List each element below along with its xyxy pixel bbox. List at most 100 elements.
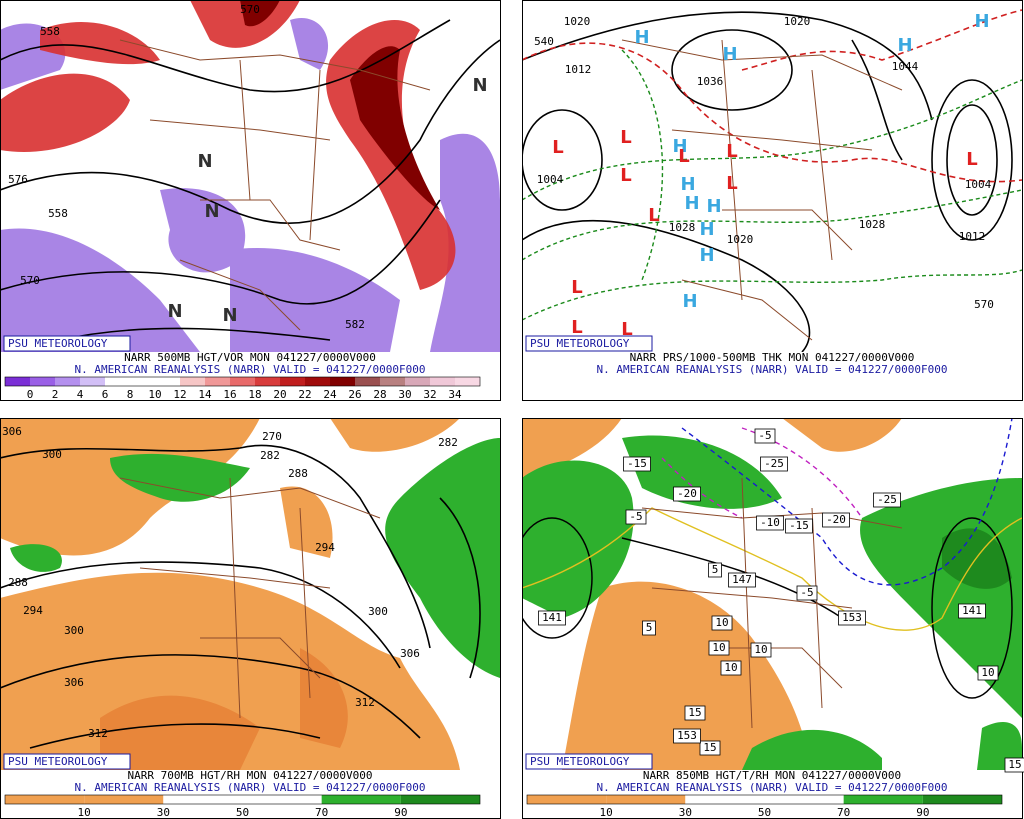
- contour-label: 141: [542, 611, 562, 624]
- panel-frame: [522, 0, 1023, 401]
- contour-label: 288: [8, 576, 28, 589]
- label-box: [838, 610, 866, 626]
- contour-label: 558: [40, 25, 60, 38]
- contour-label: 10: [712, 641, 725, 654]
- legend-swatch: [843, 795, 923, 804]
- pressure-center: L: [552, 137, 563, 158]
- legend-tick: 50: [758, 806, 771, 819]
- pressure-center: H: [684, 193, 699, 214]
- label-box: [711, 615, 733, 631]
- legend-swatch: [205, 377, 230, 386]
- pressure-center: N: [197, 151, 212, 172]
- contour-label: 10: [715, 616, 728, 629]
- legend-tick: 14: [198, 388, 212, 401]
- contour-label: 153: [677, 729, 697, 742]
- caption-line-1: NARR 500MB HGT/VOR MON 041227/0000V000: [124, 351, 376, 364]
- caption-line-2: N. AMERICAN REANALYSIS (NARR) VALID = 04…: [75, 363, 426, 376]
- contour-label: 282: [260, 449, 280, 462]
- legend-tick: 28: [373, 388, 386, 401]
- contour-label: 141: [962, 604, 982, 617]
- badge-box: [525, 753, 653, 770]
- contour-label: 15: [703, 741, 716, 754]
- legend-tick: 4: [77, 388, 84, 401]
- contour-label: 10: [724, 661, 737, 674]
- legend-swatch: [380, 377, 405, 386]
- label-box: [699, 740, 721, 756]
- label-box: [673, 486, 701, 502]
- humidity-700-map: [0, 418, 500, 770]
- legend-tick: 50: [236, 806, 249, 819]
- legend-swatch: [764, 795, 844, 804]
- pressure-center: H: [897, 35, 912, 56]
- legend-swatch: [55, 377, 80, 386]
- contour-label: 312: [355, 696, 375, 709]
- badge-box: [3, 753, 131, 770]
- legend-tick: 26: [348, 388, 361, 401]
- legend-swatch: [180, 377, 205, 386]
- contour-label: -15: [627, 457, 647, 470]
- contour-label: -5: [800, 586, 813, 599]
- pressure-center: H: [706, 196, 721, 217]
- pressure-center: H: [699, 245, 714, 266]
- legend-swatch: [355, 377, 380, 386]
- legend-tick: 16: [223, 388, 236, 401]
- contour-label: 153: [842, 611, 862, 624]
- legend-swatch: [80, 377, 105, 386]
- contour-label: 300: [64, 624, 84, 637]
- label-box: [822, 512, 850, 528]
- legend-swatch: [400, 795, 480, 804]
- contour-label: 1004: [965, 178, 992, 191]
- contour-label: -5: [629, 510, 642, 523]
- badge-box: [3, 335, 131, 352]
- legend-frame: [526, 794, 1003, 805]
- contour-label: 282: [438, 436, 458, 449]
- caption-line-1: NARR PRS/1000-500MB THK MON 041227/0000V…: [630, 351, 915, 364]
- legend-tick: 30: [157, 806, 170, 819]
- contour-label: 15: [1008, 758, 1021, 771]
- contour-label: 1004: [537, 173, 564, 186]
- caption-line-2: N. AMERICAN REANALYSIS (NARR) VALID = 04…: [597, 781, 948, 794]
- humidity-850-map: [522, 418, 1022, 770]
- pressure-center: H: [682, 291, 697, 312]
- panel-frame: [0, 0, 501, 401]
- legend-swatch: [685, 795, 765, 804]
- pressure-center: L: [621, 319, 632, 340]
- label-box: [720, 660, 742, 676]
- contour-label: 570: [974, 298, 994, 311]
- legend-tick: 70: [315, 806, 328, 819]
- legend-swatch: [255, 377, 280, 386]
- pressure-center: L: [966, 149, 977, 170]
- label-box: [684, 705, 706, 721]
- contour-label: 570: [20, 274, 40, 287]
- pressure-center: L: [648, 205, 659, 226]
- legend-tick: 24: [323, 388, 337, 401]
- badge: PSU METEOROLOGY: [530, 337, 630, 350]
- contour-label: 1036: [697, 75, 724, 88]
- contour-label: 5: [712, 563, 719, 576]
- legend-tick: 70: [837, 806, 850, 819]
- contour-label: 1028: [859, 218, 886, 231]
- label-box: [754, 428, 776, 444]
- badge: PSU METEOROLOGY: [8, 755, 108, 768]
- contour-label: 300: [42, 448, 62, 461]
- label-box: [623, 456, 651, 472]
- pressure-center: H: [974, 11, 989, 32]
- pressure-map: [522, 0, 1022, 352]
- caption-line-1: NARR 700MB HGT/RH MON 041227/0000V000: [127, 769, 372, 782]
- legend-frame: [4, 794, 481, 805]
- contour-label: 540: [534, 35, 554, 48]
- contour-label: 558: [48, 207, 68, 220]
- contour-label: 306: [2, 425, 22, 438]
- legend-swatch: [922, 795, 1002, 804]
- legend-tick: 0: [27, 388, 34, 401]
- legend-swatch: [430, 377, 455, 386]
- label-box: [977, 665, 999, 681]
- contour-label: 306: [64, 676, 84, 689]
- pressure-center: H: [699, 219, 714, 240]
- contour-label: 1020: [784, 15, 811, 28]
- pressure-center: H: [672, 136, 687, 157]
- label-box: [756, 515, 784, 531]
- contour-label: 582: [345, 318, 365, 331]
- pressure-center: L: [571, 317, 582, 338]
